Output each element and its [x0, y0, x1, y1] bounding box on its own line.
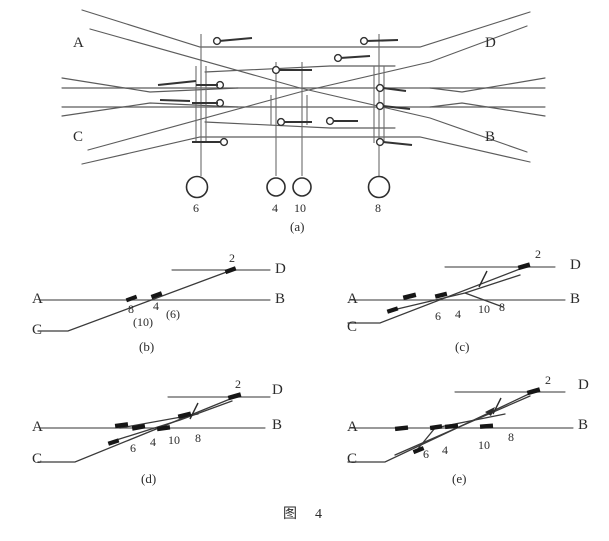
panel-b-label-B: B	[275, 291, 286, 307]
panel-e-switch-label-8: 8	[508, 430, 514, 444]
panel-b-switch-label-4: 4	[153, 299, 159, 313]
panel-e-label-D: D	[578, 377, 589, 393]
panel-e-switch-label-4: 4	[442, 443, 448, 457]
panel-b-label-A: A	[32, 291, 43, 307]
panel-b-paren-label-6: (6)	[166, 307, 180, 321]
panel-e-switch-label-10: 10	[478, 438, 490, 452]
switch-marker-2	[224, 266, 237, 275]
panel-b-diagram	[37, 266, 271, 332]
panel-c-diagram	[347, 262, 566, 324]
panel-d-switch-label-2: 2	[235, 377, 241, 391]
panel-e-switch-label-2: 2	[545, 373, 551, 387]
panel-e-label-B: B	[578, 417, 589, 433]
lever-group	[157, 36, 413, 147]
panel-b-caption: (b)	[139, 339, 155, 354]
panel-d-switch-label-10: 10	[168, 433, 180, 447]
route-arrow-head	[485, 407, 495, 416]
panel-c-label-A: A	[347, 291, 358, 307]
panel-d-label-B: B	[272, 417, 283, 433]
switch-marker-10	[434, 291, 448, 299]
switch-marker-6	[386, 306, 399, 314]
panel-c-switch-label-6: 6	[435, 309, 441, 323]
panel-b-switch-label-2: 2	[229, 251, 235, 265]
panel-b-label-D: D	[275, 261, 286, 277]
panel-a-label-C: C	[73, 129, 84, 145]
panel-a-label-D: D	[485, 35, 496, 51]
panel-c-label-C: C	[347, 319, 358, 335]
switch-marker-6	[107, 438, 120, 446]
route-tick-mark	[492, 397, 502, 415]
panel-b-label-C: C	[32, 322, 43, 338]
switch-marker-8	[125, 294, 138, 303]
panel-c-caption: (c)	[455, 339, 470, 354]
route-tick-mark	[189, 402, 199, 420]
panel-a-label-A: A	[73, 35, 84, 51]
switch-marker-2	[227, 392, 242, 401]
panel-a-signal-label-8: 8	[375, 201, 381, 215]
panel-e-diagram	[347, 387, 574, 463]
panel-d-caption: (d)	[141, 471, 157, 486]
switch-marker-6	[412, 446, 425, 455]
switch-marker-2	[526, 387, 541, 396]
switch-marker-8	[114, 422, 129, 429]
panel-a-signal-label-10: 10	[294, 201, 306, 215]
panel-d-switch-label-6: 6	[130, 441, 136, 455]
panel-e-label-A: A	[347, 419, 358, 435]
panel-d-switch-label-4: 4	[150, 435, 156, 449]
switch-marker-4	[394, 425, 409, 432]
panel-a-diagram	[61, 9, 546, 199]
switch-marker-mid	[177, 411, 192, 419]
switch-marker-mid	[444, 423, 459, 430]
panel-a-signal-label-6: 6	[193, 201, 199, 215]
panel-c-switch-label-8: 8	[499, 300, 505, 314]
switch-marker-4	[150, 291, 163, 300]
panel-c-switch-label-4: 4	[455, 307, 461, 321]
panel-d-diagram	[37, 392, 271, 463]
figure-caption: 图 4	[283, 507, 324, 522]
panel-d-label-D: D	[272, 382, 283, 398]
panel-d-label-C: C	[32, 451, 43, 467]
panel-c-switch-label-2: 2	[535, 247, 541, 261]
panel-e-label-C: C	[347, 451, 358, 467]
panel-d-switch-label-8: 8	[195, 431, 201, 445]
panel-d-label-A: A	[32, 419, 43, 435]
panel-c-switch-label-10: 10	[478, 302, 490, 316]
switch-marker-10	[156, 425, 171, 432]
panel-b-switch-label-8: 8	[128, 302, 134, 316]
panel-c-label-B: B	[570, 291, 581, 307]
signal-circle-group	[185, 175, 391, 199]
switch-marker-4	[131, 423, 146, 431]
switch-marker-10	[429, 424, 443, 431]
panel-a-label-B: B	[485, 129, 496, 145]
switch-marker-8	[479, 423, 494, 429]
switch-marker-2	[517, 262, 531, 271]
panel-e-switch-label-6: 6	[423, 447, 429, 461]
panel-b-paren-label-10: (10)	[133, 315, 153, 329]
route-tick-mark	[478, 270, 488, 288]
panel-e-caption: (e)	[452, 471, 467, 486]
switch-marker-4	[402, 292, 417, 301]
panel-a-signal-label-4: 4	[272, 201, 278, 215]
panel-c-label-D: D	[570, 257, 581, 273]
panel-a-caption: (a)	[290, 219, 305, 234]
